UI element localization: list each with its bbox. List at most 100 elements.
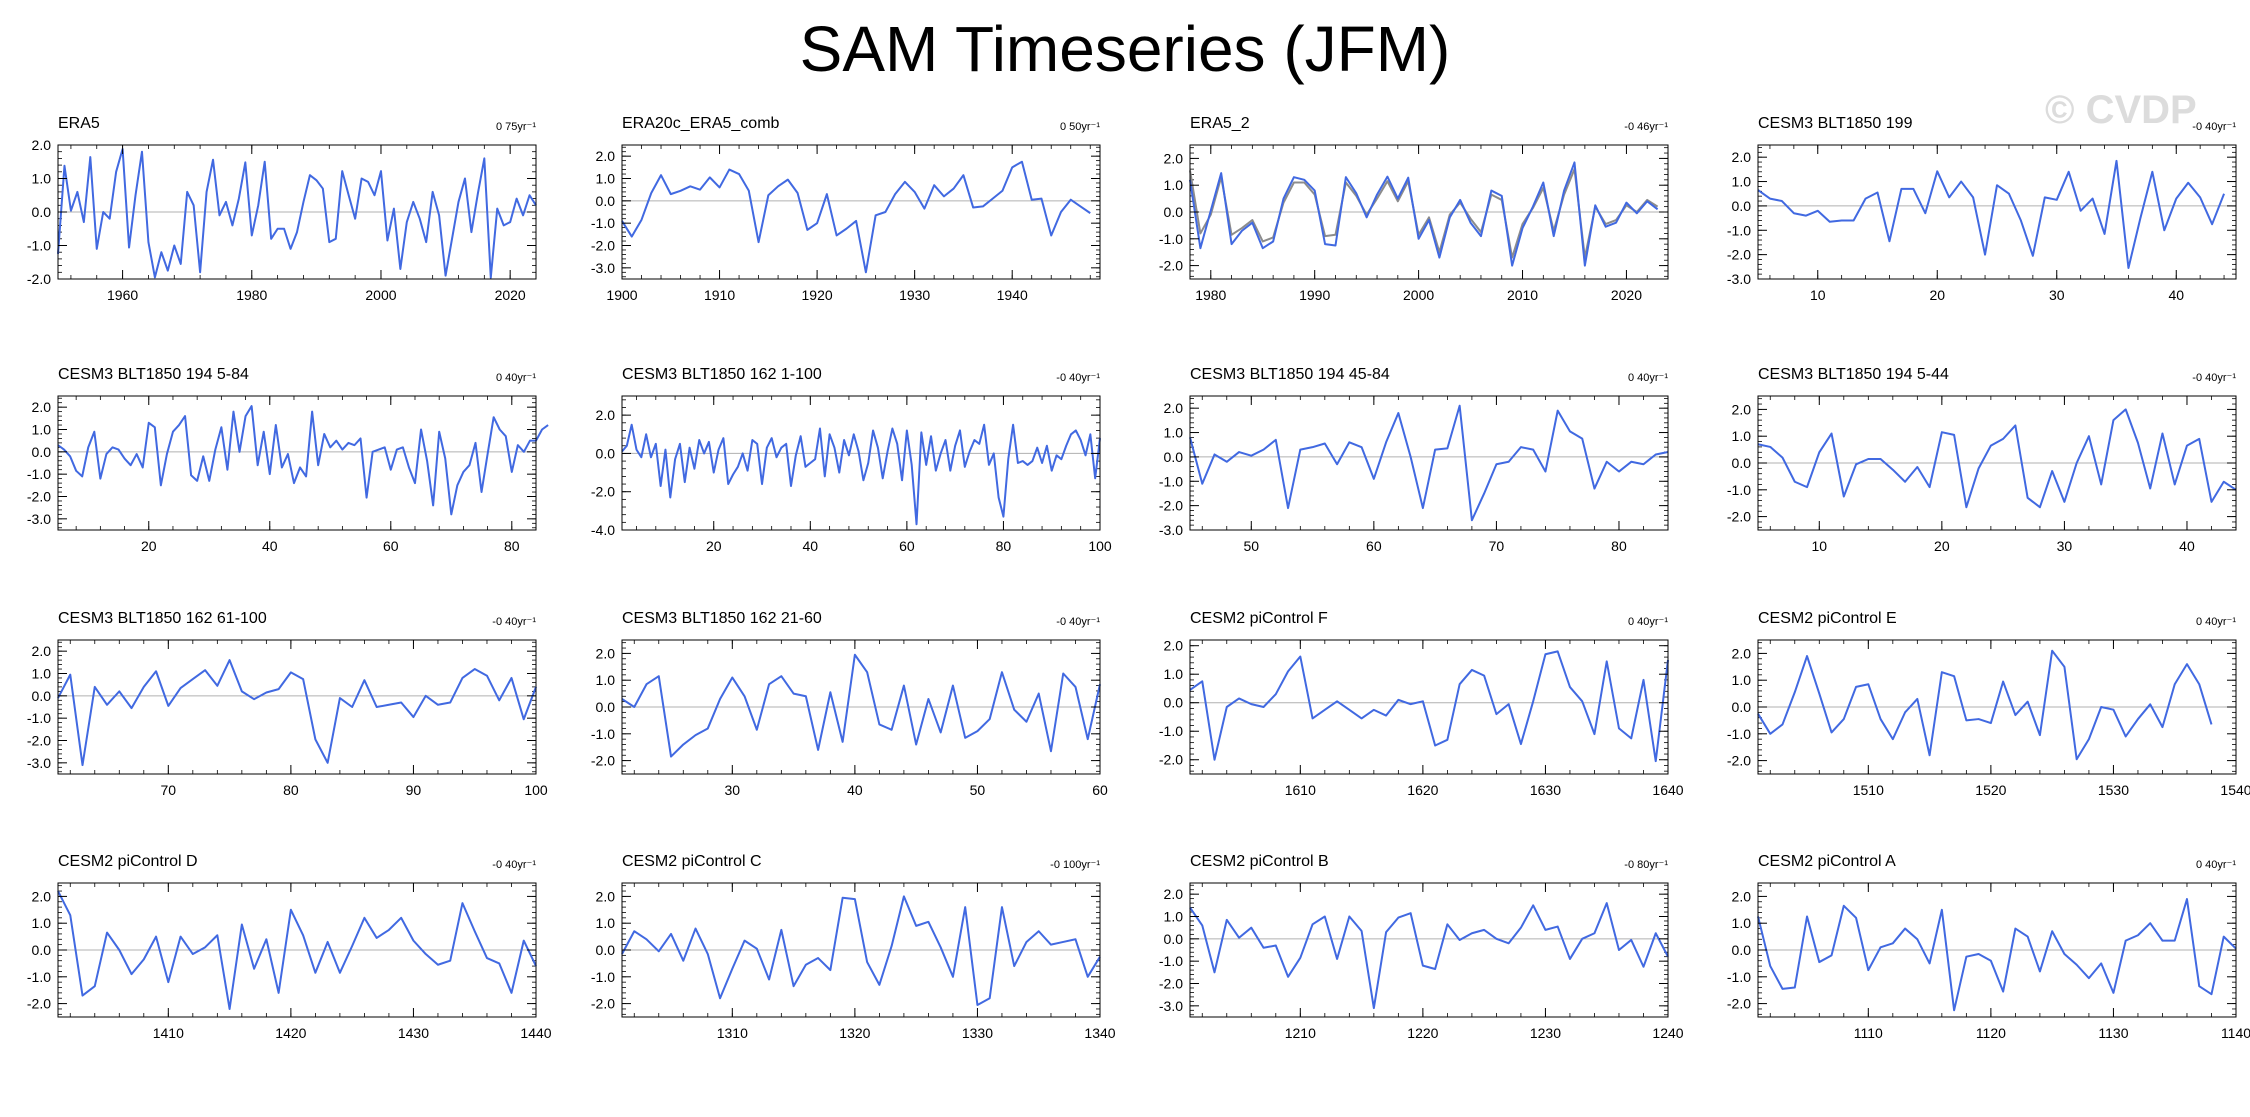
panel-plot: -3.0 -2.0 -1.0 0.0 1.0 2.0 70 80 90 100 — [27, 639, 548, 798]
y-tick-label: 0.0 — [596, 193, 616, 209]
panel-title: CESM3 BLT1850 162 21-60 — [622, 610, 822, 627]
x-tick-label: 1230 — [1530, 1025, 1561, 1041]
timeseries-panel: CESM3 BLT1850 162 21-60 -0 40yr⁻¹ -2.0 -1.0… — [591, 610, 1108, 798]
panel-title: CESM2 piControl E — [1758, 610, 1897, 627]
x-tick-label: 1990 — [1299, 287, 1330, 303]
x-tick-label: 1420 — [275, 1025, 306, 1041]
x-tick-label: 10 — [1810, 287, 1826, 303]
panel-plot: -3.0 -2.0 -1.0 0.0 1.0 2.0 50 60 70 80 — [1159, 395, 1669, 554]
x-tick-label: 2020 — [495, 287, 526, 303]
x-tick-label: 1900 — [606, 287, 637, 303]
y-tick-label: 0.0 — [32, 444, 52, 460]
x-tick-label: 1240 — [1652, 1025, 1683, 1041]
y-tick-label: 2.0 — [1164, 150, 1184, 166]
x-tick-label: 1310 — [717, 1025, 748, 1041]
y-tick-label: -3.0 — [1159, 998, 1183, 1014]
y-tick-label: 1.0 — [1164, 177, 1184, 193]
x-tick-label: 100 — [524, 782, 548, 798]
y-tick-label: 2.0 — [32, 137, 52, 153]
y-tick-label: 1.0 — [1164, 666, 1184, 682]
y-tick-label: -2.0 — [1159, 258, 1183, 274]
x-tick-label: 10 — [1811, 538, 1827, 554]
panel-plot: -2.0 -1.0 0.0 1.0 2.0 1310 1320 1330 1340 — [591, 882, 1116, 1041]
panel-plot: -2.0 -1.0 0.0 1.0 2.0 1980 1990 2000 2010 2020 — [1159, 144, 1669, 303]
y-tick-label: 2.0 — [1732, 645, 1752, 661]
timeseries-panel: ERA5_2 -0 46yr⁻¹ -2.0 -1.0 0.0 1.0 2.0 1980 1990… — [1159, 115, 1669, 303]
panel-title: ERA20c_ERA5_comb — [622, 115, 780, 132]
x-tick-label: 1540 — [2220, 782, 2250, 798]
series-line — [621, 160, 1091, 274]
x-tick-label: 2000 — [365, 287, 396, 303]
x-tick-label: 1620 — [1407, 782, 1438, 798]
timeseries-panel: CESM3 BLT1850 199 -0 40yr⁻¹ -3.0 -2.0 -1.0 0.… — [1727, 115, 2237, 303]
y-tick-label: 1.0 — [596, 171, 616, 187]
series-line — [57, 405, 549, 516]
panel-title: CESM3 BLT1850 162 1-100 — [622, 366, 822, 383]
x-tick-label: 1630 — [1530, 782, 1561, 798]
panel-title: CESM2 piControl F — [1190, 610, 1328, 627]
x-tick-label: 30 — [2049, 287, 2065, 303]
panel-title: CESM3 BLT1850 194 5-84 — [58, 366, 249, 383]
series-line — [1189, 161, 1659, 267]
x-tick-label: 1530 — [2098, 782, 2129, 798]
x-tick-label: 30 — [725, 782, 741, 798]
x-tick-label: 1120 — [1976, 1025, 2006, 1041]
x-tick-label: 1330 — [962, 1025, 993, 1041]
y-tick-label: 0.0 — [596, 699, 616, 715]
panel-trend-label: -0 40yr⁻¹ — [492, 616, 536, 628]
y-tick-label: -1.0 — [591, 969, 615, 985]
x-tick-label: 1440 — [520, 1025, 551, 1041]
y-tick-label: 2.0 — [1732, 401, 1752, 417]
y-tick-label: -4.0 — [591, 522, 615, 538]
x-tick-label: 1910 — [704, 287, 735, 303]
panel-title: CESM3 BLT1850 194 5-44 — [1758, 366, 1949, 383]
plot-frame — [1189, 882, 1669, 1018]
y-tick-label: 0.0 — [1164, 449, 1184, 465]
y-tick-label: 0.0 — [1732, 942, 1752, 958]
timeseries-panel: CESM3 BLT1850 194 5-84 0 40yr⁻¹ -3.0 -2.0 -1… — [27, 366, 549, 554]
y-tick-label: 1.0 — [1164, 425, 1184, 441]
x-tick-label: 60 — [383, 538, 399, 554]
x-tick-label: 70 — [161, 782, 177, 798]
page-title: SAM Timeseries (JFM) — [799, 13, 1451, 85]
y-tick-label: -1.0 — [27, 466, 51, 482]
y-tick-label: 0.0 — [32, 204, 52, 220]
timeseries-panel: CESM2 piControl B -0 80yr⁻¹ -3.0 -2.0 -1.0 0.… — [1159, 853, 1684, 1041]
panel-title: CESM2 piControl A — [1758, 853, 1896, 870]
x-tick-label: 1430 — [398, 1025, 429, 1041]
y-tick-label: -3.0 — [1159, 522, 1183, 538]
y-tick-label: 0.0 — [1732, 699, 1752, 715]
x-tick-label: 2020 — [1611, 287, 1642, 303]
plot-frame — [621, 144, 1101, 280]
y-tick-label: -1.0 — [591, 215, 615, 231]
y-tick-label: -1.0 — [1159, 723, 1183, 739]
x-tick-label: 1960 — [107, 287, 138, 303]
y-tick-label: -2.0 — [1727, 247, 1751, 263]
x-tick-label: 100 — [1088, 538, 1112, 554]
timeseries-panel: ERA5 0 75yr⁻¹ -2.0 -1.0 0.0 1.0 2.0 1960 1980 200… — [27, 115, 537, 303]
panel-plot: -3.0 -2.0 -1.0 0.0 1.0 2.0 10 20 30 40 — [1727, 144, 2237, 303]
panel-plot: -2.0 -1.0 0.0 1.0 2.0 30 40 50 60 — [591, 639, 1108, 798]
plot-frame — [1189, 639, 1669, 775]
timeseries-panel: CESM3 BLT1850 194 45-84 0 40yr⁻¹ -3.0 -2.0-… — [1159, 366, 1669, 554]
panel-trend-label: 0 75yr⁻¹ — [495, 121, 536, 133]
panel-title: CESM3 BLT1850 194 45-84 — [1190, 366, 1390, 383]
y-tick-label: -2.0 — [27, 996, 51, 1012]
y-tick-label: 1.0 — [596, 915, 616, 931]
x-tick-label: 30 — [2057, 538, 2073, 554]
y-tick-label: 2.0 — [32, 888, 52, 904]
panel-plot: -3.0 -2.0 -1.0 0.0 1.0 2.0 1210 1220 1230 1240 — [1159, 882, 1684, 1041]
x-tick-label: 1980 — [236, 287, 267, 303]
timeseries-panel: CESM2 piControl C -0 100yr⁻¹ -2.0 -1.0 0.0 1.… — [591, 853, 1116, 1041]
y-tick-label: 0.0 — [596, 942, 616, 958]
y-tick-label: -1.0 — [27, 238, 51, 254]
x-tick-label: 50 — [970, 782, 986, 798]
x-tick-label: 40 — [2179, 538, 2195, 554]
panel-trend-label: -0 80yr⁻¹ — [1624, 859, 1668, 871]
y-tick-label: -2.0 — [591, 238, 615, 254]
x-tick-label: 1920 — [802, 287, 833, 303]
y-tick-label: -1.0 — [591, 726, 615, 742]
y-tick-label: 0.0 — [1164, 695, 1184, 711]
x-tick-label: 60 — [1092, 782, 1108, 798]
